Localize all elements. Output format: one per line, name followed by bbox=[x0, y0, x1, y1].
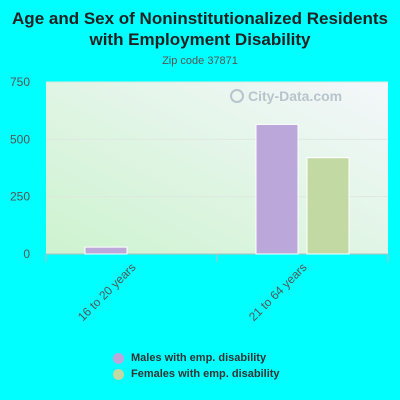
magnifier-icon bbox=[230, 89, 244, 103]
y-axis-ticks: 0 250 500 750 bbox=[10, 75, 30, 261]
legend: Males with emp. disability Females with … bbox=[113, 350, 280, 382]
y-tick-label: 250 bbox=[10, 190, 30, 204]
legend-item-males: Males with emp. disability bbox=[113, 350, 280, 366]
x-tick-label: 16 to 20 years bbox=[75, 260, 139, 324]
bar-females-1 bbox=[306, 157, 350, 255]
y-tick-label: 0 bbox=[23, 247, 30, 261]
x-axis-ticks: 16 to 20 years 21 to 64 years bbox=[75, 260, 310, 324]
bar-males-1 bbox=[255, 123, 299, 255]
watermark: City-Data.com bbox=[230, 88, 342, 104]
legend-swatch-males bbox=[113, 352, 124, 364]
bar-males-0 bbox=[84, 246, 128, 255]
y-tick-label: 500 bbox=[10, 132, 30, 146]
y-tick-label: 750 bbox=[10, 75, 30, 89]
chart-title: Age and Sex of Noninstitutionalized Resi… bbox=[12, 9, 388, 49]
chart-subtitle: Zip code 37871 bbox=[162, 55, 238, 67]
x-tick-label: 21 to 64 years bbox=[246, 260, 310, 324]
watermark-text: City-Data.com bbox=[248, 88, 343, 104]
legend-swatch-females bbox=[113, 368, 124, 380]
legend-item-females: Females with emp. disability bbox=[113, 366, 280, 382]
legend-label-females: Females with emp. disability bbox=[131, 368, 280, 380]
legend-label-males: Males with emp. disability bbox=[131, 352, 267, 364]
bars bbox=[84, 123, 350, 255]
